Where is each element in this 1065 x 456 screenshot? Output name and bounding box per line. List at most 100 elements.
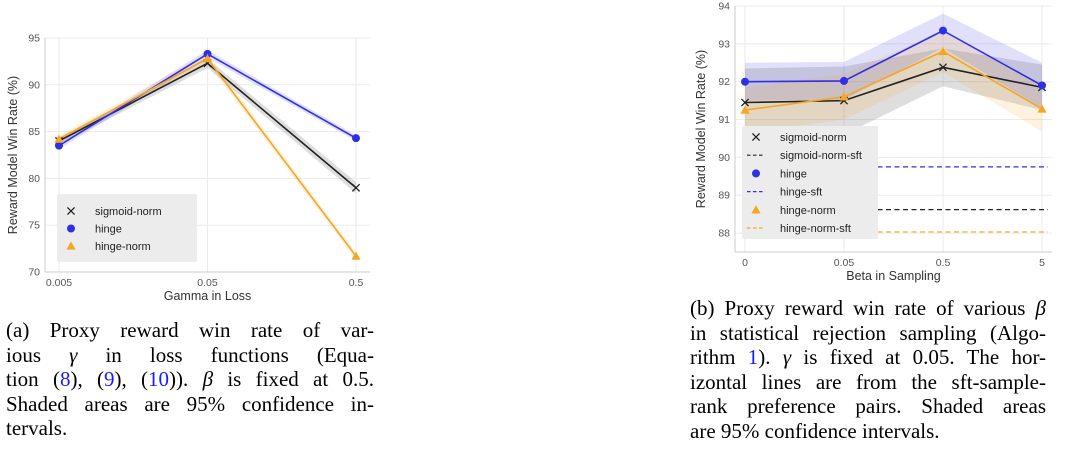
point-hinge-norm-0 (740, 105, 750, 114)
caption-text: tervals. (6, 416, 374, 441)
legend-marker-hinge-norm (751, 205, 761, 214)
caption-text: rithm 1). γ is fixed at 0.05. The hor- (690, 345, 1046, 370)
caption-line: rank preference pairs. Shaded areas (690, 394, 1046, 419)
caption-ref-link[interactable]: 9 (103, 367, 115, 391)
series-line-sigmoid-norm (744, 66, 1043, 104)
point-sigmoid-norm-0-stroke-b (740, 98, 750, 107)
caption-fragment: β (1035, 296, 1046, 320)
caption-fragment: )). (169, 367, 189, 391)
legend-label-sigmoid-norm-sft: sigmoid-norm-sft (780, 150, 862, 162)
caption-line: are 95% confidence intervals. (690, 419, 1046, 444)
caption-text: Shaded areas are 95% confidence in- (6, 392, 374, 417)
caption-text: ious γ in loss functions (Equa- (6, 343, 374, 368)
caption-line: ious γ in loss functions (Equa- (6, 343, 374, 368)
caption-ref-link[interactable]: 8 (59, 367, 71, 391)
x-tick-label-2: 0.5 (349, 277, 364, 289)
x-tick-label-0: 0.005 (46, 277, 72, 289)
caption-line: (b) Proxy reward win rate of various β (690, 296, 1046, 321)
point-hinge-0 (741, 77, 749, 86)
y-tick-label-1: 89 (718, 190, 730, 202)
x-tick-label-2: 0.5 (936, 257, 951, 269)
y-tick-label-0: 70 (28, 267, 40, 279)
x-axis-label: Gamma in Loss (164, 289, 252, 303)
caption-fragment: (b) Proxy reward win rate of various (690, 296, 1036, 320)
legend-marker-hinge (67, 224, 75, 233)
caption-fragment: rank preference pairs. Shaded areas (690, 394, 1046, 418)
series-line-hinge (744, 29, 1043, 87)
y-tick-label-3: 91 (718, 114, 730, 126)
caption-fragment: γ (782, 345, 792, 369)
caption-text: izontal lines are from the sft-sample- (690, 370, 1046, 395)
point-sigmoid-norm-2-stroke-b (938, 63, 948, 72)
point-hinge-1 (203, 49, 212, 58)
caption-fragment (771, 345, 783, 369)
caption-text: (a) Proxy reward win rate of var- (6, 318, 374, 343)
caption-text: rank preference pairs. Shaded areas (690, 394, 1046, 419)
legend-label-sigmoid-norm: sigmoid-norm (95, 206, 162, 218)
legend-marker-sigmoid-norm (66, 206, 76, 216)
y-tick-label-2: 80 (28, 173, 40, 185)
caption-line: in statistical rejection sampling (Algo- (690, 321, 1046, 346)
y-tick-label-4: 90 (28, 79, 40, 91)
y-tick-label-3: 85 (28, 126, 40, 138)
point-hinge-2 (939, 26, 947, 35)
caption-ref-link[interactable]: 10 (148, 367, 170, 391)
caption-fragment: is fixed at 0.5. (213, 367, 374, 391)
caption-line: tervals. (6, 416, 374, 441)
legend-label-hinge-sft: hinge-sft (780, 187, 822, 199)
legend-label-hinge: hinge (780, 168, 807, 180)
caption-text: tion (8), (9), (10)). β is fixed at 0.5. (6, 367, 374, 392)
caption-line: tion (8), (9), (10)). β is fixed at 0.5. (6, 367, 374, 392)
legend-marker-hinge-norm (66, 241, 76, 250)
caption-fragment: ). (758, 345, 771, 369)
point-hinge-norm-3 (1037, 104, 1047, 113)
point-sigmoid-norm-2 (351, 183, 361, 192)
legend-label-hinge-norm: hinge-norm (780, 205, 836, 217)
caption-fragment: ious (6, 342, 70, 367)
caption-fragment: Shaded areas are 95% confidence in- (6, 391, 374, 416)
ci-band-hinge (745, 13, 1042, 109)
point-hinge-0 (55, 141, 63, 150)
point-hinge-norm-2 (351, 251, 361, 260)
legend-box (57, 194, 197, 262)
legend-marker-sigmoid-norm-stroke-b (751, 132, 761, 142)
caption-fragment: tion ( (6, 367, 60, 391)
point-hinge-3 (1038, 81, 1046, 90)
x-axis-label: Beta in Sampling (846, 269, 941, 283)
chart-beta-in-sampling: 88 89 90 91 92 93 94 0 0.05 0.5 5 Beta in Sampling R… (694, 1, 1052, 283)
caption-a: (a) Proxy reward win rate of var-ious γ … (6, 318, 374, 441)
point-sigmoid-norm-2-stroke-b (351, 183, 361, 192)
legend-box (742, 126, 878, 239)
point-sigmoid-norm-2 (938, 63, 948, 72)
caption-fragment: (a) Proxy reward win rate of var- (6, 318, 374, 342)
y-tick-label-6: 94 (718, 1, 730, 13)
y-tick-label-2: 90 (718, 152, 730, 164)
point-hinge-1 (840, 76, 848, 85)
y-tick-label-1: 75 (28, 220, 40, 232)
caption-ref-link[interactable]: 1 (747, 345, 759, 369)
ci-band-hinge-norm (745, 30, 1042, 133)
caption-fragment: izontal lines are from the sft-sample- (690, 369, 1046, 394)
point-hinge-norm-2 (938, 46, 948, 56)
legend-marker-sigmoid-norm-stroke-b (66, 206, 76, 216)
caption-fragment: is fixed at 0.05. The hor- (791, 345, 1047, 369)
chart-gamma-in-loss: 70 75 80 85 90 95 0.005 0.05 0.5 Gamma in Loss Rew… (6, 33, 370, 303)
x-tick-label-1: 0.05 (197, 277, 218, 289)
caption-line: rithm 1). γ is fixed at 0.05. The hor- (690, 345, 1046, 370)
caption-text: (b) Proxy reward win rate of various β (690, 296, 1046, 321)
y-tick-label-5: 95 (28, 33, 40, 45)
series-line-hinge-norm (744, 50, 1043, 111)
y-tick-label-5: 93 (718, 38, 730, 50)
point-hinge-norm-1 (839, 92, 849, 101)
y-tick-label-0: 88 (718, 228, 730, 240)
caption-fragment (188, 367, 202, 391)
caption-fragment: γ (69, 342, 78, 367)
caption-fragment: ), ( (114, 367, 149, 391)
legend-label-sigmoid-norm: sigmoid-norm (780, 132, 847, 144)
caption-line: izontal lines are from the sft-sample- (690, 370, 1046, 395)
x-tick-label-0: 0 (742, 257, 748, 269)
point-sigmoid-norm-0 (740, 98, 750, 107)
caption-fragment: rithm (690, 345, 748, 369)
caption-fragment: β (202, 367, 214, 391)
point-hinge-norm-0 (54, 134, 64, 143)
